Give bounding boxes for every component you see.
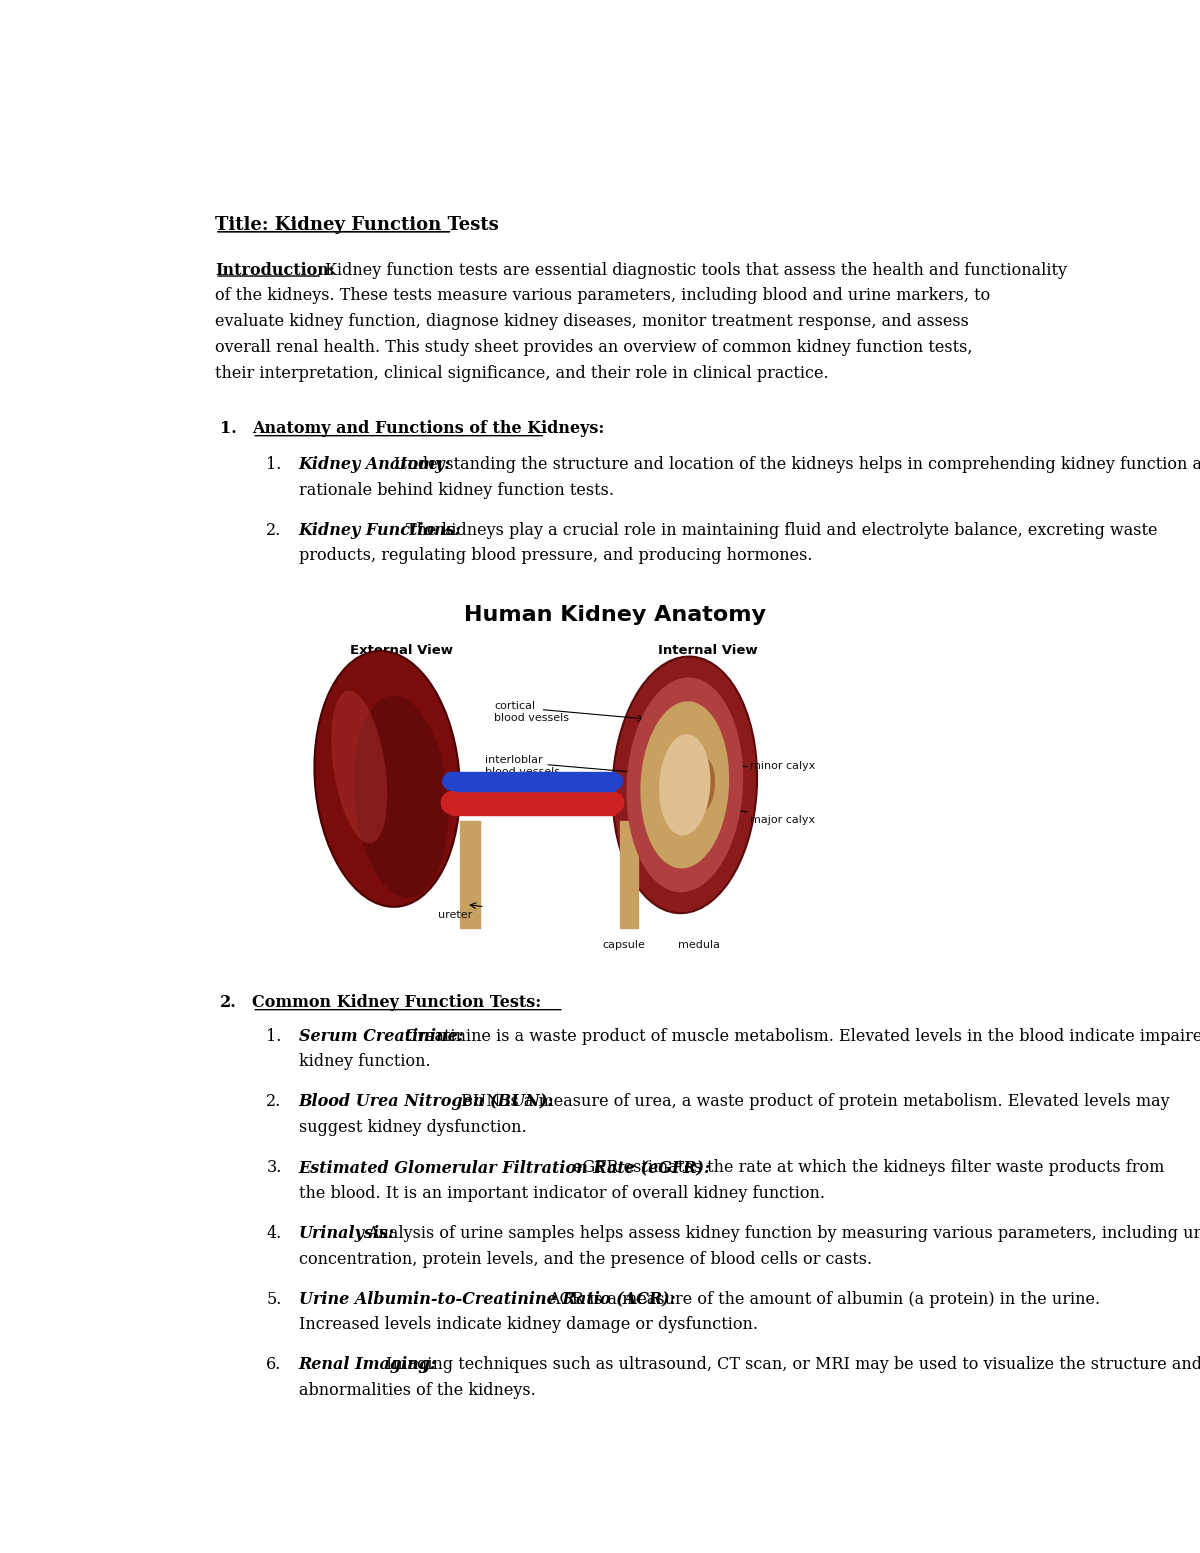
Text: External View: External View [349,644,452,657]
Text: 1.: 1. [266,457,282,474]
Text: abnormalities of the kidneys.: abnormalities of the kidneys. [299,1382,535,1399]
Text: 1.: 1. [220,421,236,436]
Ellipse shape [606,792,624,814]
Text: Anatomy and Functions of the Kidneys:: Anatomy and Functions of the Kidneys: [252,421,605,436]
Ellipse shape [641,702,730,868]
Text: products, regulating blood pressure, and producing hormones.: products, regulating blood pressure, and… [299,548,812,564]
Text: 2.: 2. [266,1093,282,1110]
Text: capsule: capsule [602,940,646,950]
Text: Blood Urea Nitrogen (BUN):: Blood Urea Nitrogen (BUN): [299,1093,554,1110]
Text: Urine Albumin-to-Creatinine Ratio (ACR):: Urine Albumin-to-Creatinine Ratio (ACR): [299,1291,676,1308]
Text: rationale behind kidney function tests.: rationale behind kidney function tests. [299,481,613,499]
Ellipse shape [354,696,449,898]
Text: the blood. It is an important indicator of overall kidney function.: the blood. It is an important indicator … [299,1185,824,1202]
Text: evaluate kidney function, diagnose kidney diseases, monitor treatment response, : evaluate kidney function, diagnose kidne… [215,314,968,331]
Text: Renal Imaging:: Renal Imaging: [299,1356,437,1373]
Text: 1.: 1. [266,1028,282,1045]
Ellipse shape [659,735,710,836]
Ellipse shape [607,773,623,789]
Ellipse shape [626,677,743,893]
Text: cortical
blood vessels: cortical blood vessels [494,700,569,722]
Text: Title: Kidney Function Tests: Title: Kidney Function Tests [215,216,499,235]
Text: medula: medula [678,940,720,950]
Text: 5.: 5. [266,1291,282,1308]
Text: 4.: 4. [266,1225,282,1242]
Text: kidney function.: kidney function. [299,1053,431,1070]
Text: concentration, protein levels, and the presence of blood cells or casts.: concentration, protein levels, and the p… [299,1250,872,1267]
Text: Creatinine is a waste product of muscle metabolism. Elevated levels in the blood: Creatinine is a waste product of muscle … [404,1028,1200,1045]
Text: The kidneys play a crucial role in maintaining fluid and electrolyte balance, ex: The kidneys play a crucial role in maint… [407,522,1158,539]
Ellipse shape [691,758,715,812]
Text: renal vein: renal vein [482,784,539,795]
Text: Kidney function tests are essential diagnostic tools that assess the health and : Kidney function tests are essential diag… [325,262,1067,278]
Text: their interpretation, clinical significance, and their role in clinical practice: their interpretation, clinical significa… [215,365,829,382]
Ellipse shape [314,651,460,907]
Ellipse shape [612,657,757,913]
Text: Common Kidney Function Tests:: Common Kidney Function Tests: [252,994,541,1011]
Text: BUN is a measure of urea, a waste product of protein metabolism. Elevated levels: BUN is a measure of urea, a waste produc… [461,1093,1170,1110]
Text: Internal View: Internal View [658,644,758,657]
Text: Increased levels indicate kidney damage or dysfunction.: Increased levels indicate kidney damage … [299,1317,758,1334]
Text: Serum Creatinine:: Serum Creatinine: [299,1028,463,1045]
Text: suggest kidney dysfunction.: suggest kidney dysfunction. [299,1120,527,1137]
Text: 2.: 2. [220,994,236,1011]
Ellipse shape [673,776,696,829]
Text: of the kidneys. These tests measure various parameters, including blood and urin: of the kidneys. These tests measure vari… [215,287,990,304]
Ellipse shape [440,790,464,815]
Text: ACR is a measure of the amount of albumin (a protein) in the urine.: ACR is a measure of the amount of albumi… [548,1291,1100,1308]
Text: Imaging techniques such as ultrasound, CT scan, or MRI may be used to visualize : Imaging techniques such as ultrasound, C… [386,1356,1200,1373]
Text: Urinalysis:: Urinalysis: [299,1225,395,1242]
Text: Human Kidney Anatomy: Human Kidney Anatomy [464,606,766,626]
Text: Analysis of urine samples helps assess kidney function by measuring various para: Analysis of urine samples helps assess k… [367,1225,1200,1242]
Ellipse shape [673,741,696,794]
Text: Introduction:: Introduction: [215,262,335,278]
Text: Understanding the structure and location of the kidneys helps in comprehending k: Understanding the structure and location… [394,457,1200,474]
Text: renal artery: renal artery [482,783,548,794]
Text: interloblar
blood vessels: interloblar blood vessels [485,755,559,776]
Ellipse shape [442,772,462,790]
Text: Kidney Anatomy:: Kidney Anatomy: [299,457,451,474]
Text: 2.: 2. [266,522,282,539]
Text: 3.: 3. [266,1159,282,1176]
Text: major calyx: major calyx [750,815,815,825]
Text: 6.: 6. [266,1356,282,1373]
Text: Kidney Functions:: Kidney Functions: [299,522,462,539]
Text: Estimated Glomerular Filtration Rate (eGFR):: Estimated Glomerular Filtration Rate (eG… [299,1159,710,1176]
Text: ureter: ureter [438,910,473,921]
Text: minor calyx: minor calyx [750,761,815,770]
Ellipse shape [331,691,388,843]
Text: overall renal health. This study sheet provides an overview of common kidney fun: overall renal health. This study sheet p… [215,339,973,356]
Text: eGFR estimates the rate at which the kidneys filter waste products from: eGFR estimates the rate at which the kid… [572,1159,1164,1176]
